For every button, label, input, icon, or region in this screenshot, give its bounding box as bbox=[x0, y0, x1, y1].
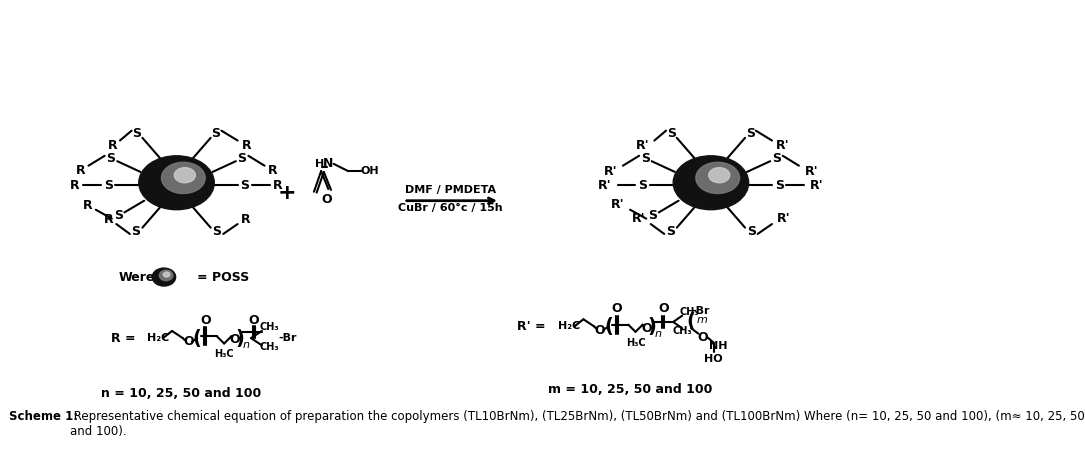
Text: R': R' bbox=[636, 139, 650, 153]
Text: H₃C: H₃C bbox=[626, 338, 646, 348]
Ellipse shape bbox=[163, 272, 169, 277]
Ellipse shape bbox=[175, 168, 195, 183]
Text: S: S bbox=[106, 152, 115, 165]
Text: R': R' bbox=[777, 212, 791, 225]
Text: CuBr / 60°c / 15h: CuBr / 60°c / 15h bbox=[398, 203, 502, 213]
Text: NH: NH bbox=[709, 341, 727, 351]
Text: R: R bbox=[76, 164, 86, 177]
Text: S: S bbox=[667, 127, 676, 140]
Ellipse shape bbox=[159, 270, 173, 281]
Text: O: O bbox=[658, 302, 668, 315]
Text: CH₃: CH₃ bbox=[679, 307, 699, 317]
Text: R =: R = bbox=[112, 332, 136, 345]
Text: S: S bbox=[240, 179, 250, 192]
Text: +: + bbox=[278, 183, 296, 202]
Text: ): ) bbox=[235, 329, 245, 348]
Text: n: n bbox=[243, 340, 250, 351]
Text: R: R bbox=[268, 164, 278, 177]
Text: OH: OH bbox=[360, 166, 379, 176]
Text: DMF / PMDETA: DMF / PMDETA bbox=[405, 185, 496, 195]
Text: O: O bbox=[641, 322, 652, 335]
Text: R': R' bbox=[603, 165, 617, 178]
Text: -Br: -Br bbox=[691, 306, 710, 316]
Text: O: O bbox=[248, 314, 259, 327]
Text: R: R bbox=[241, 213, 251, 226]
Text: S: S bbox=[238, 152, 246, 165]
Text: S: S bbox=[666, 225, 675, 238]
Text: R': R' bbox=[805, 165, 818, 178]
Text: R: R bbox=[82, 199, 92, 212]
Ellipse shape bbox=[695, 162, 740, 193]
Text: H₂C: H₂C bbox=[146, 333, 169, 343]
Text: O: O bbox=[611, 302, 622, 315]
Text: R': R' bbox=[776, 139, 790, 153]
Text: Were: Were bbox=[118, 271, 154, 283]
Text: R: R bbox=[71, 179, 80, 192]
Ellipse shape bbox=[673, 156, 749, 210]
Text: HO: HO bbox=[704, 354, 723, 364]
Text: Scheme 1:: Scheme 1: bbox=[9, 410, 78, 423]
Text: S: S bbox=[746, 127, 755, 140]
Text: R': R' bbox=[598, 179, 612, 192]
Text: S: S bbox=[212, 127, 220, 140]
Text: H₃C: H₃C bbox=[215, 349, 234, 359]
Text: S: S bbox=[641, 152, 650, 165]
Text: O: O bbox=[230, 334, 240, 346]
Text: S: S bbox=[648, 209, 658, 223]
Text: H₂C: H₂C bbox=[559, 321, 580, 331]
Text: n = 10, 25, 50 and 100: n = 10, 25, 50 and 100 bbox=[101, 388, 261, 400]
Text: CH₃: CH₃ bbox=[259, 322, 279, 332]
Text: ): ) bbox=[648, 317, 656, 336]
Text: O: O bbox=[200, 314, 210, 327]
Text: R: R bbox=[273, 179, 283, 192]
Text: R: R bbox=[103, 213, 113, 226]
Ellipse shape bbox=[139, 156, 214, 210]
Text: m: m bbox=[697, 315, 707, 325]
Ellipse shape bbox=[162, 162, 205, 193]
Text: = POSS: = POSS bbox=[197, 271, 250, 283]
Text: n: n bbox=[654, 329, 662, 339]
Text: N: N bbox=[323, 157, 333, 170]
Text: R': R' bbox=[810, 179, 824, 192]
Text: R: R bbox=[242, 138, 252, 152]
Text: S: S bbox=[104, 179, 113, 192]
Text: R': R' bbox=[633, 212, 646, 225]
Text: O: O bbox=[698, 331, 709, 344]
Text: S: S bbox=[775, 179, 783, 192]
Text: O: O bbox=[183, 335, 193, 348]
Text: (: ( bbox=[604, 317, 613, 336]
Text: S: S bbox=[131, 225, 141, 238]
Text: S: S bbox=[638, 179, 647, 192]
Text: CH₃: CH₃ bbox=[259, 342, 279, 352]
Text: R' =: R' = bbox=[518, 320, 546, 333]
Ellipse shape bbox=[152, 268, 176, 286]
Text: O: O bbox=[595, 324, 604, 336]
Text: (: ( bbox=[687, 313, 695, 331]
Text: O: O bbox=[321, 193, 332, 206]
Text: R: R bbox=[107, 138, 117, 152]
Text: S: S bbox=[746, 225, 756, 238]
Text: R': R' bbox=[611, 198, 624, 211]
Text: S: S bbox=[213, 225, 221, 238]
Text: CH₃: CH₃ bbox=[673, 326, 692, 336]
Text: m = 10, 25, 50 and 100: m = 10, 25, 50 and 100 bbox=[548, 383, 712, 396]
Ellipse shape bbox=[709, 168, 730, 183]
Text: Representative chemical equation of preparation the copolymers (TL10BrNm), (TL25: Representative chemical equation of prep… bbox=[69, 410, 1084, 438]
Text: H: H bbox=[315, 159, 324, 169]
Text: -Br: -Br bbox=[278, 333, 296, 343]
Text: S: S bbox=[114, 209, 123, 223]
Text: S: S bbox=[773, 152, 781, 165]
Text: S: S bbox=[132, 127, 141, 140]
Text: (: ( bbox=[193, 329, 202, 348]
